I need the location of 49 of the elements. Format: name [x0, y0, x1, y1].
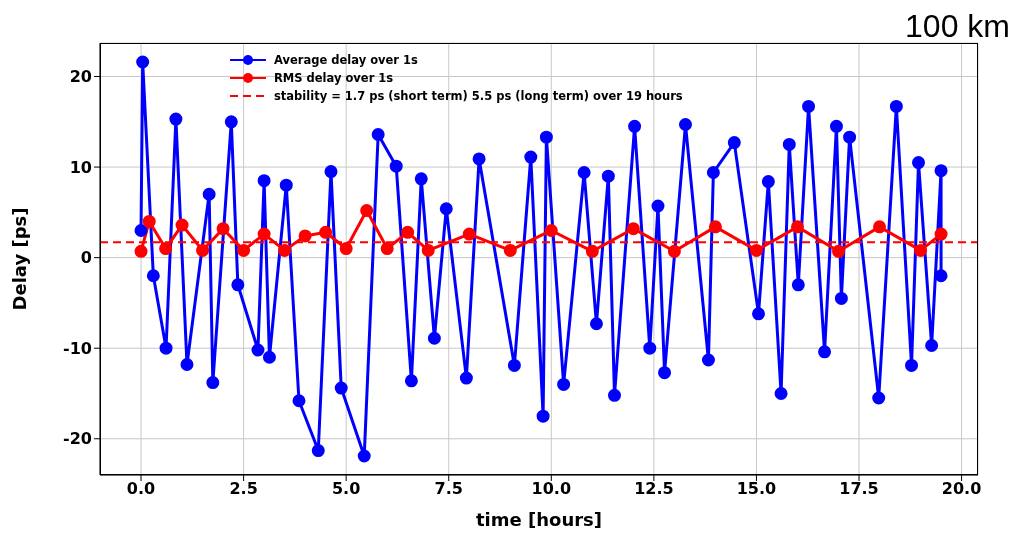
point: [298, 229, 312, 243]
point: [544, 223, 558, 237]
point: [790, 220, 804, 234]
x-tick-label: 2.5: [229, 479, 258, 499]
x-tick-label: 12.5: [634, 479, 674, 499]
x-tick-label: 17.5: [839, 479, 879, 499]
x-tick-label: 20.0: [941, 479, 982, 499]
point: [934, 227, 948, 241]
legend-label: stability = 1.7 ps (short term) 5.5 ps (long term) over 19 hours: [274, 88, 683, 105]
x-axis-title: time [hours]: [475, 509, 603, 530]
point: [401, 225, 415, 239]
y-tick-label: 20: [69, 67, 92, 87]
point: [134, 244, 148, 258]
point: [175, 218, 189, 232]
y-tick-label: 0: [80, 248, 92, 268]
y-tick-label: 10: [69, 157, 92, 177]
point: [503, 243, 517, 257]
point: [832, 244, 846, 258]
point: [257, 227, 271, 241]
legend-label: RMS delay over 1s: [274, 70, 394, 87]
point: [142, 214, 156, 228]
legend-label: Average delay over 1s: [274, 52, 418, 69]
x-tick-label: 0.0: [126, 479, 156, 499]
point: [585, 244, 599, 258]
point: [914, 243, 928, 257]
y-tick-label: -20: [63, 429, 92, 449]
x-tick-label: 5.0: [332, 479, 361, 499]
point: [421, 243, 435, 257]
point: [278, 243, 292, 257]
point: [159, 242, 173, 256]
point: [708, 220, 722, 234]
point: [626, 222, 640, 236]
point: [380, 242, 394, 256]
point: [196, 243, 210, 257]
point: [237, 243, 251, 257]
point: [319, 225, 333, 239]
x-tick-label: 15.0: [736, 479, 777, 499]
y-tick-label: -10: [63, 338, 92, 358]
x-tick-label: 7.5: [434, 479, 463, 499]
point: [667, 244, 681, 258]
point: [339, 242, 353, 256]
point: [360, 204, 374, 218]
point: [873, 220, 887, 234]
point: [462, 227, 476, 241]
y-axis-title: Delay [ps]: [9, 207, 31, 311]
point: [216, 222, 230, 236]
annotation: 100 km: [905, 8, 1010, 45]
point: [749, 243, 763, 257]
x-tick-label: 10.0: [531, 479, 572, 499]
